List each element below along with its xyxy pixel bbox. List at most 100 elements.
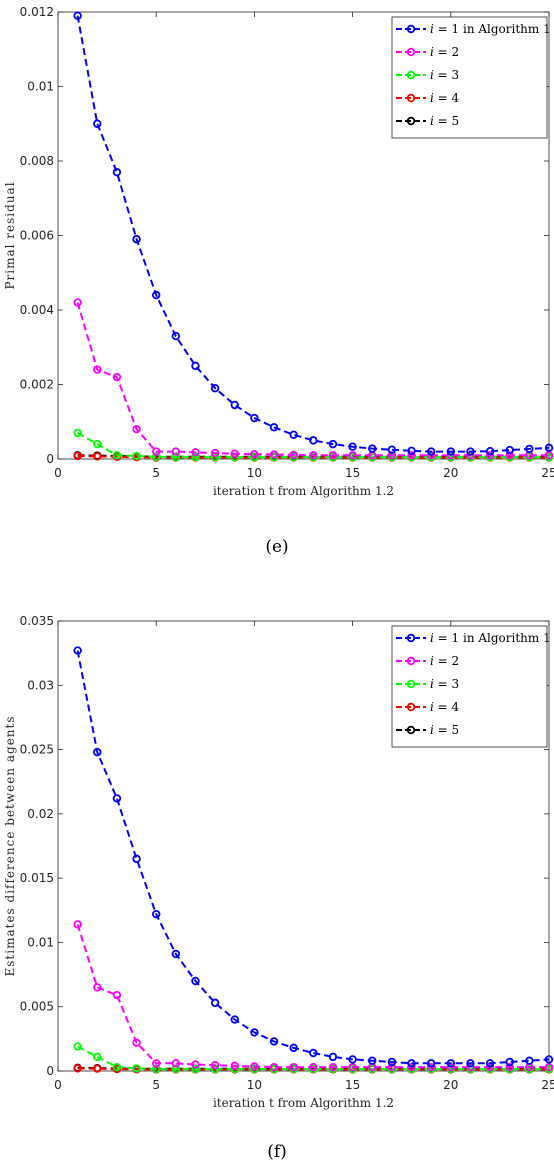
- legend-entry: i = 3: [430, 677, 459, 691]
- legend-entry-variable: i: [430, 700, 434, 714]
- legend-swatch-marker: [406, 679, 416, 689]
- legend-entry-text: = 1 in Algorithm 1: [434, 22, 551, 36]
- x-tick-label: 15: [345, 1078, 360, 1092]
- data-point-series-1: [230, 400, 239, 410]
- x-tick-label: 0: [54, 1078, 62, 1092]
- data-point-series-1: [446, 1059, 455, 1068]
- data-point-series-1: [485, 446, 495, 456]
- data-point-series-1: [210, 998, 220, 1008]
- data-point-series-1: [466, 447, 475, 456]
- data-point-series-2: [171, 1059, 181, 1068]
- x-tick-label: 15: [345, 466, 360, 480]
- data-point-series-2: [132, 1038, 141, 1047]
- legend-swatch-marker: [406, 725, 416, 735]
- data-point-series-1: [309, 436, 318, 445]
- legend-entry: i = 4: [430, 700, 460, 714]
- data-point-series-1: [466, 1059, 475, 1068]
- data-point-series-1: [348, 442, 357, 451]
- y-tick-label: 0: [46, 452, 54, 466]
- data-point-series-2: [73, 298, 82, 307]
- y-axis-label: Estimates difference between agents: [3, 716, 17, 977]
- series-line-4: [77, 455, 549, 459]
- data-point-series-1: [328, 439, 338, 449]
- data-point-series-1: [171, 331, 181, 341]
- legend-entry-text: = 2: [434, 45, 459, 59]
- legend-entry-variable: i: [430, 114, 434, 128]
- legend-entry-variable: i: [430, 654, 434, 668]
- y-tick-label: 0.002: [20, 378, 54, 392]
- data-point-series-1: [368, 444, 377, 453]
- data-point-series-1: [250, 1028, 259, 1037]
- data-point-series-4: [93, 1064, 102, 1073]
- data-point-series-1: [387, 445, 397, 454]
- legend-entry-variable: i: [430, 723, 434, 737]
- data-point-series-1: [348, 1055, 357, 1064]
- data-point-series-2: [230, 1061, 239, 1071]
- series-line-3: [77, 1045, 549, 1071]
- data-point-series-3: [191, 1064, 200, 1074]
- data-point-series-4: [93, 452, 102, 461]
- y-tick-label: 0.03: [27, 678, 54, 692]
- data-point-series-2: [505, 451, 514, 460]
- legend-swatch-marker: [406, 633, 416, 643]
- legend-entry-text: = 5: [434, 114, 459, 128]
- legend-entry-variable: i: [430, 631, 434, 645]
- data-point-series-2: [171, 447, 181, 456]
- data-point-series-1: [191, 361, 200, 371]
- data-point-series-1: [544, 1055, 554, 1064]
- data-point-series-2: [210, 1061, 220, 1070]
- chart-panel-e: 0 5 10 15 20 25 0 0.002 0.004 0.006 0.008 0.01 0.012…: [0, 0, 554, 575]
- data-point-series-1: [544, 443, 554, 453]
- data-point-series-2: [269, 1062, 279, 1072]
- data-point-series-1: [446, 447, 455, 456]
- legend-entry-variable: i: [430, 677, 434, 691]
- legend-entry: i = 1 in Algorithm 1: [430, 631, 551, 645]
- x-tick-label: 5: [152, 1078, 160, 1092]
- x-tick-label: 20: [443, 1078, 458, 1092]
- legend-swatch-marker: [406, 70, 416, 80]
- data-point-series-3: [73, 428, 82, 438]
- legend-entry-text: = 1 in Algorithm 1: [434, 631, 551, 645]
- data-point-series-2: [151, 447, 161, 456]
- data-point-series-4: [73, 1064, 82, 1073]
- legend-swatch-marker: [406, 24, 416, 34]
- data-point-series-1: [132, 854, 141, 864]
- y-tick-label: 0: [46, 1064, 54, 1078]
- data-point-series-2: [387, 1062, 397, 1072]
- data-point-series-3: [250, 452, 259, 462]
- data-point-series-1: [93, 119, 102, 128]
- y-tick-label: 0.006: [20, 229, 54, 243]
- data-point-series-2: [250, 449, 259, 459]
- data-point-series-2: [210, 448, 220, 458]
- data-point-series-1: [73, 11, 82, 20]
- x-axis-label: iteration t from Algorithm 1.2: [213, 1096, 394, 1110]
- data-point-series-1: [387, 1057, 397, 1067]
- data-point-series-1: [112, 794, 122, 803]
- legend-entry-text: = 5: [434, 723, 459, 737]
- x-tick-label: 25: [541, 1078, 554, 1092]
- data-point-series-2: [289, 450, 298, 460]
- data-point-series-1: [328, 1052, 338, 1062]
- data-point-series-2: [505, 1062, 514, 1072]
- data-point-series-2: [309, 1062, 318, 1072]
- y-tick-label: 0.025: [20, 743, 54, 757]
- data-point-series-2: [309, 451, 318, 460]
- data-point-series-2: [328, 451, 338, 460]
- x-tick-label: 20: [443, 466, 458, 480]
- data-point-series-2: [348, 1062, 357, 1072]
- data-point-series-2: [289, 1062, 298, 1072]
- data-point-series-1: [230, 1015, 239, 1024]
- data-point-series-1: [407, 446, 416, 456]
- legend-swatch-marker: [406, 93, 416, 103]
- data-point-series-2: [387, 451, 397, 460]
- data-point-series-1: [112, 167, 122, 177]
- data-point-series-1: [309, 1048, 318, 1058]
- data-point-series-1: [505, 1057, 514, 1067]
- data-point-series-3: [93, 439, 102, 449]
- legend-entry-text: = 3: [434, 677, 459, 691]
- data-point-series-1: [426, 447, 436, 456]
- data-point-series-2: [328, 1062, 338, 1072]
- data-point-series-2: [112, 372, 122, 382]
- data-point-series-1: [171, 949, 181, 959]
- data-point-series-3: [112, 451, 122, 460]
